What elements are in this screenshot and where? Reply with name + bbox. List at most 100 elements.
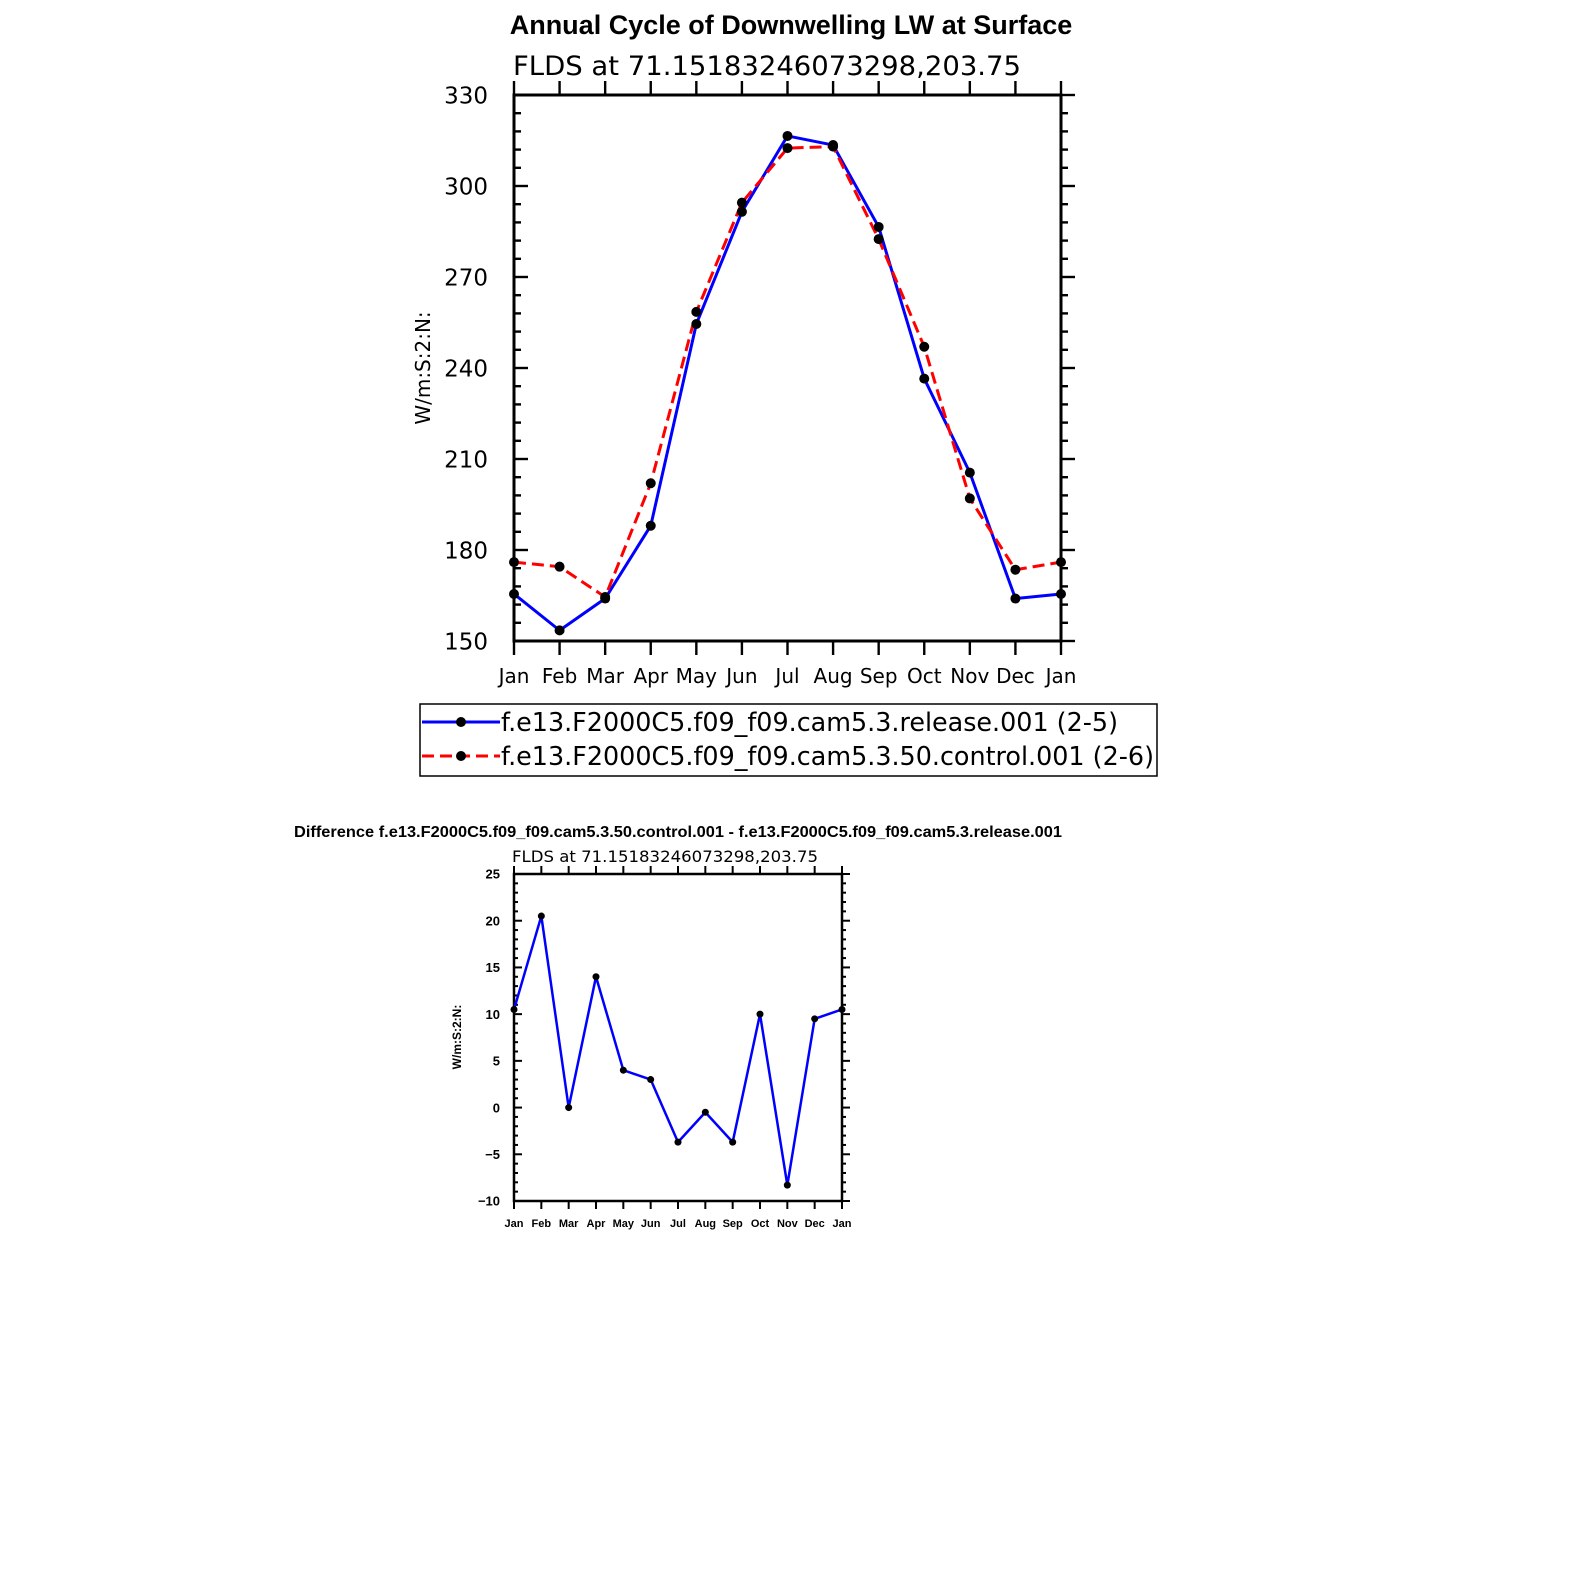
- chart2-title: Difference f.e13.F2000C5.f09_f09.cam5.3.…: [294, 824, 1062, 841]
- x-tick-label: Jun: [724, 664, 757, 688]
- chart2-ylabel: W/m:S:2:N:: [450, 1005, 464, 1070]
- x-tick-label: Mar: [586, 664, 625, 688]
- series-point-0: [782, 130, 793, 141]
- x-tick-label: Feb: [542, 664, 577, 688]
- annual-cycle-chart: Annual Cycle of Downwelling LW at Surfac…: [411, 10, 1158, 777]
- series-point-1: [554, 561, 565, 572]
- series-point-1: [873, 234, 884, 245]
- x-tick-label: Jan: [505, 1218, 524, 1230]
- legend-marker-release: [456, 717, 466, 727]
- plot-frame: [512, 93, 1063, 643]
- x-tick-label: Oct: [751, 1218, 770, 1230]
- legend-marker-control: [456, 751, 466, 761]
- series-point-1: [645, 478, 656, 489]
- series-point-0: [838, 1005, 846, 1013]
- series-point-0: [873, 221, 884, 232]
- legend-box: [419, 703, 1158, 777]
- series-point-1: [600, 592, 611, 603]
- y-tick-label: 15: [486, 960, 500, 975]
- series-point-0: [756, 1010, 764, 1018]
- series-point-1: [782, 143, 793, 154]
- series-point-0: [647, 1076, 655, 1084]
- x-tick-label: May: [676, 664, 718, 688]
- y-tick-label: 240: [444, 356, 488, 382]
- chart1-series: [509, 130, 1066, 636]
- legend-label-control: f.e13.F2000C5.f09_f09.cam5.3.50.control.…: [501, 742, 1154, 772]
- x-tick-label: Oct: [907, 664, 942, 688]
- chart2-subtitle: FLDS at 71.15183246073298,203.75: [512, 847, 818, 866]
- x-tick-label: Aug: [695, 1218, 716, 1230]
- series-point-0: [537, 912, 545, 920]
- legend-label-release: f.e13.F2000C5.f09_f09.cam5.3.release.001…: [501, 708, 1118, 738]
- x-tick-label: Jan: [1044, 664, 1077, 688]
- series-point-0: [736, 206, 747, 217]
- series-point-0: [1056, 588, 1066, 599]
- y-tick-label: 10: [486, 1007, 500, 1022]
- x-tick-label: Jun: [641, 1218, 661, 1230]
- chart1-title: Annual Cycle of Downwelling LW at Surfac…: [510, 10, 1073, 40]
- x-tick-label: Jan: [497, 664, 530, 688]
- series-point-0: [554, 625, 565, 636]
- y-tick-label: 0: [493, 1100, 500, 1115]
- chart1-legend: f.e13.F2000C5.f09_f09.cam5.3.release.001…: [419, 703, 1158, 777]
- series-point-0: [729, 1138, 737, 1146]
- y-tick-label: 180: [444, 538, 488, 564]
- series-point-0: [783, 1181, 791, 1189]
- x-tick-label: Mar: [559, 1218, 579, 1230]
- y-tick-label: 25: [486, 867, 500, 882]
- series-point-1: [691, 306, 702, 317]
- x-tick-label: Sep: [860, 664, 898, 688]
- series-point-1: [1056, 557, 1066, 568]
- y-tick-label: 330: [444, 83, 488, 109]
- chart1-ylabel: W/m:S:2:N:: [411, 311, 435, 424]
- x-tick-label: Dec: [996, 664, 1035, 688]
- series-line-1: [513, 145, 1062, 599]
- chart1-axes: 150 180 210 240 270 300 330 Jan Feb Mar Apr May Jun J…: [444, 81, 1076, 688]
- difference-chart: Difference f.e13.F2000C5.f09_f09.cam5.3.…: [294, 824, 1062, 1230]
- x-tick-label: Nov: [950, 664, 989, 688]
- x-tick-label: Apr: [633, 664, 668, 688]
- x-tick-label: Nov: [777, 1218, 799, 1230]
- series-point-0: [674, 1138, 682, 1146]
- series-point-1: [964, 493, 975, 504]
- y-tick-label: 300: [444, 174, 488, 200]
- series-point-1: [828, 141, 839, 152]
- series-point-0: [510, 1005, 518, 1013]
- chart1-subtitle: FLDS at 71.15183246073298,203.75: [513, 51, 1021, 82]
- series-point-0: [645, 520, 656, 531]
- series-point-0: [592, 973, 600, 981]
- x-tick-label: Aug: [814, 664, 853, 688]
- chart2-axes: −10 −5 0 5 10 15 20 25 Jan Feb Mar Apr May Jun Jul Aug S…: [478, 866, 852, 1230]
- y-tick-label: 210: [444, 447, 488, 473]
- x-tick-label: May: [613, 1218, 635, 1230]
- series-point-1: [736, 197, 747, 208]
- x-tick-label: Sep: [723, 1218, 743, 1230]
- series-point-0: [619, 1066, 627, 1074]
- x-tick-label: Jul: [670, 1218, 686, 1230]
- y-tick-label: 5: [493, 1054, 500, 1069]
- y-tick-label: −10: [478, 1194, 500, 1209]
- x-tick-label: Apr: [587, 1218, 607, 1230]
- series-point-0: [701, 1108, 709, 1116]
- chart2-series: [510, 912, 846, 1189]
- series-line-0: [513, 134, 1062, 632]
- series-point-0: [964, 467, 975, 478]
- x-tick-label: Feb: [532, 1218, 552, 1230]
- series-point-0: [509, 588, 519, 599]
- series-point-1: [919, 341, 930, 352]
- x-tick-label: Dec: [805, 1218, 825, 1230]
- series-point-1: [1010, 564, 1021, 575]
- series-point-1: [509, 557, 519, 568]
- series-point-0: [1010, 593, 1021, 604]
- series-point-0: [565, 1104, 573, 1112]
- x-tick-label: Jul: [773, 664, 799, 688]
- x-tick-label: Jan: [833, 1218, 852, 1230]
- y-tick-label: 270: [444, 265, 488, 291]
- y-tick-label: 20: [486, 913, 500, 928]
- series-point-0: [919, 373, 930, 384]
- y-tick-label: −5: [485, 1147, 500, 1162]
- y-tick-label: 150: [444, 629, 488, 655]
- series-point-0: [691, 319, 702, 330]
- series-point-0: [811, 1015, 819, 1023]
